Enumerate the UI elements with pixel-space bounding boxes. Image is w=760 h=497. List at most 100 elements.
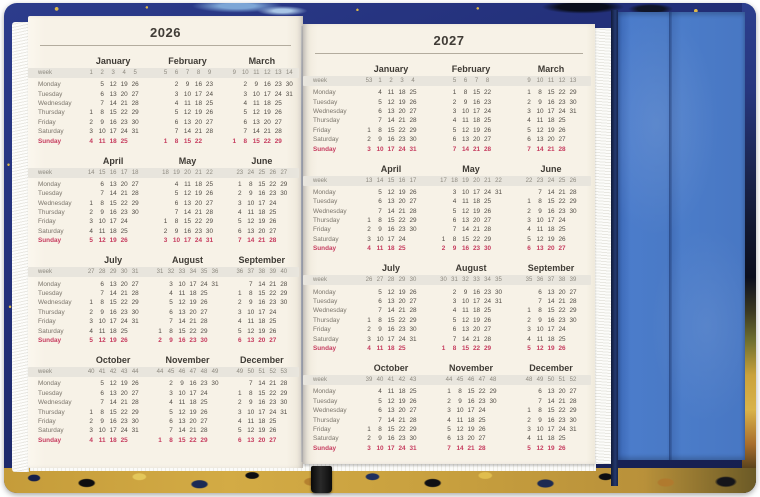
day-cell	[568, 435, 579, 442]
month-day-zone: 2 9 16 23 30	[511, 417, 591, 424]
month-week-zone: 35 36 37 38 39	[511, 277, 591, 283]
day-cell: 26	[558, 345, 566, 352]
day-label: Tuesday	[38, 190, 63, 198]
day-cell: 25	[483, 117, 492, 125]
day-cell	[154, 281, 165, 288]
day-cell: 4	[243, 99, 248, 107]
day-cell: 13	[456, 435, 464, 443]
day-cell: 11	[184, 180, 191, 188]
day-cell: 15	[467, 388, 475, 396]
day-cell	[493, 208, 504, 215]
day-cell: 17	[547, 217, 555, 225]
day-label: Sunday	[38, 337, 62, 344]
day-cell: 24	[398, 444, 406, 452]
day-cell: 17	[472, 188, 481, 196]
day-cell: 13	[109, 180, 117, 188]
week-number-cell: 2	[100, 70, 104, 76]
day-cell: 16	[258, 299, 266, 307]
day-label: Monday	[313, 89, 336, 97]
month-row-section: January February March week 1 2 3 4 5 5 6 7 8 9 9 10 11 1…	[28, 53, 303, 146]
day-label: Friday	[38, 417, 56, 425]
month-name: April	[102, 155, 124, 166]
day-cell: 19	[120, 380, 128, 388]
day-cell: 1	[441, 235, 446, 243]
day-cell: 18	[547, 117, 555, 125]
month-name: June	[540, 163, 562, 174]
week-number-cell: 27	[280, 169, 288, 176]
day-cell: 15	[547, 89, 555, 97]
day-cell: 27	[269, 436, 277, 444]
month-day-zone: 7 14 21 28	[76, 399, 150, 406]
month-day-zone: 1 8 15 22 29	[76, 200, 150, 207]
day-cell: 20	[258, 227, 266, 235]
week-number-cell: 18	[131, 169, 139, 176]
month-day-zone: 2 9 16 23 30	[511, 99, 591, 106]
day-cell: 9	[538, 207, 542, 215]
day-cell: 25	[483, 198, 492, 206]
day-cell: 11	[98, 327, 106, 335]
week-number-cell: 17	[120, 169, 128, 176]
day-cell: 28	[131, 399, 139, 407]
day-cell: 13	[461, 326, 470, 334]
month-day-zone: 3 10 17 24 31	[431, 189, 511, 196]
day-cell: 17	[109, 427, 117, 435]
month-day-zone: 1 8 15 22 29	[431, 388, 511, 395]
day-cell: 8	[100, 299, 104, 307]
day-cell: 27	[205, 118, 214, 126]
day-cell: 17	[258, 199, 266, 207]
day-cell: 10	[461, 298, 470, 306]
month-day-zone: 6 13 20 27	[150, 418, 224, 425]
day-cell: 21	[558, 188, 566, 196]
month-day-zone: 7 14 21 28	[511, 398, 591, 405]
day-cell: 2	[452, 98, 457, 106]
day-row: Thursday 1 8 15 22 29 5 12 19 26 5 12 19 26	[28, 108, 299, 117]
day-cell: 31	[409, 444, 417, 452]
day-cell: 2	[367, 326, 371, 334]
day-cell: 15	[387, 425, 395, 433]
day-cell: 29	[569, 307, 577, 315]
day-cell: 8	[100, 199, 104, 207]
day-cell: 29	[569, 89, 577, 97]
day-cell	[86, 390, 97, 397]
week-number-cell: 44	[445, 377, 453, 384]
day-cell: 17	[387, 444, 395, 452]
day-cell: 28	[131, 290, 139, 298]
day-cell: 14	[387, 207, 395, 215]
day-cell: 17	[258, 308, 266, 316]
day-cell: 1	[238, 290, 242, 298]
day-cell: 12	[461, 316, 470, 324]
month-day-zone: 5 12 19 26	[351, 189, 431, 196]
day-cell: 10	[183, 90, 192, 98]
day-cell: 22	[558, 89, 566, 97]
month-day-zone: 2 9 16 23 30	[225, 190, 299, 197]
day-cell: 10	[376, 145, 384, 153]
day-cell: 25	[483, 307, 492, 315]
week-number-cell: 49	[536, 377, 544, 384]
day-row: Sunday 5 12 19 26 3 10 17 24 31 7 14 21 28	[28, 236, 299, 245]
week-number-cell: 14	[376, 177, 384, 184]
month-name: October	[373, 363, 409, 374]
day-cell	[160, 109, 171, 116]
day-cell: 1	[158, 436, 162, 444]
day-cell: 15	[461, 235, 470, 243]
day-cell	[154, 409, 165, 416]
day-cell	[278, 427, 289, 434]
month-day-zone: 4 11 18 25	[150, 290, 224, 297]
month-day-zone: 2 9 16 23 30	[225, 81, 299, 88]
day-cell: 15	[461, 345, 470, 352]
day-cell: 5	[174, 109, 179, 117]
day-cell: 26	[558, 235, 566, 243]
week-numbers-row: week 14 15 16 17 18 18 19 20 21 22 23 24 25 26 27	[28, 167, 299, 178]
day-cell	[493, 217, 504, 224]
day-cell: 21	[472, 145, 481, 153]
day-cell: 26	[200, 299, 208, 307]
day-label: Tuesday	[38, 389, 63, 397]
day-cell: 21	[120, 399, 128, 407]
day-label: Thursday	[38, 109, 65, 117]
day-cell: 30	[205, 227, 214, 235]
day-cell: 25	[409, 89, 417, 97]
day-cell: 18	[189, 399, 197, 407]
day-cell	[438, 336, 449, 343]
day-cell: 19	[189, 408, 197, 416]
